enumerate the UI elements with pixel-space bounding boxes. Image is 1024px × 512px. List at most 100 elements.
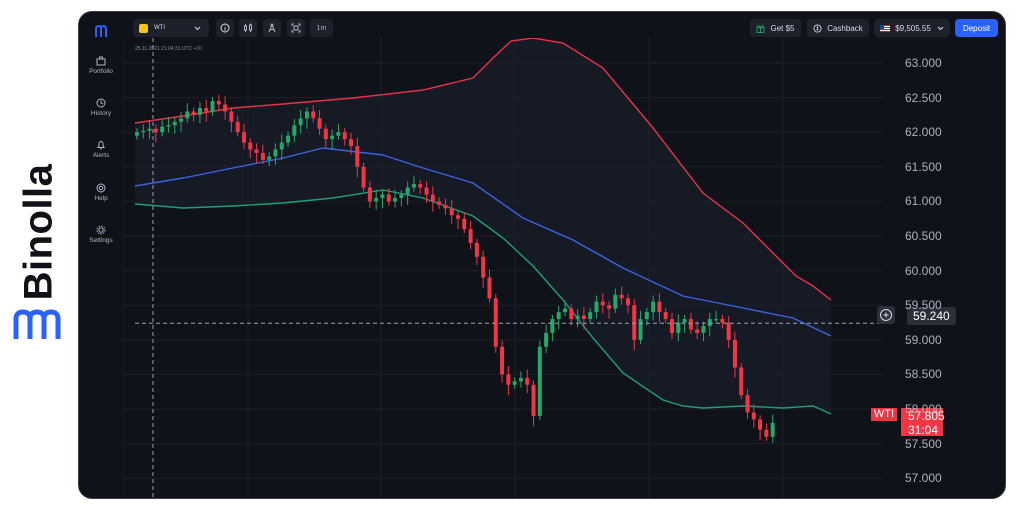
timeframe-selector[interactable]: 1m [310,19,333,37]
candle-body [745,395,750,413]
candle-body [254,149,259,153]
candles-icon [244,23,252,32]
candle-body [411,184,416,188]
candle-body [367,187,372,202]
candle-body [279,142,284,150]
candle-body [229,111,234,122]
cashback-button[interactable]: Cashback [807,19,869,37]
candle-body [625,298,630,306]
candle-body [688,319,693,330]
gear-icon [96,225,106,235]
candle-body [147,128,152,131]
candle-body [657,301,662,313]
sidebar-item-label: Settings [89,237,113,244]
info-button[interactable] [216,19,234,37]
app-window: Portfolio History Alerts Help Settings W… [78,11,1006,499]
candle-body [588,312,593,320]
price-tick-label: 62.500 [905,90,942,105]
candle-body [607,305,612,309]
candle-body [317,118,322,129]
price-tick-label: 61.000 [905,194,942,209]
briefcase-icon [96,56,106,66]
lower-band-line [134,189,832,415]
asset-selector[interactable]: WTI [133,19,209,37]
candle-body [695,329,700,333]
candle-body [487,277,492,299]
price-tick-label: 62.000 [905,125,942,140]
candle-body [135,132,139,136]
candle-body [676,322,681,333]
candle-body [273,149,278,157]
candle-body [581,315,586,320]
candle-body [424,187,429,195]
candle-body [185,111,190,119]
candle-body [393,197,398,202]
fullscreen-button[interactable] [287,19,305,37]
balance-value: $9,505.55 [895,23,931,33]
band-fill [135,38,831,414]
get-bonus-button[interactable]: Get $5 [750,19,801,37]
crosshair-price-label: 59.240 [907,307,956,325]
upper-band-line [134,38,832,301]
brand-strip: Binolla [0,0,78,512]
price-chart[interactable] [123,38,883,499]
candle-body [594,301,599,313]
sidebar-item-portfolio[interactable]: Portfolio [79,56,123,75]
drawing-tools-button[interactable] [263,19,281,37]
sidebar-item-history[interactable]: History [79,98,123,117]
deposit-button[interactable]: Deposit [955,19,998,37]
gift-icon [756,24,765,33]
brand-wordmark: Binolla [16,163,61,301]
candle-body [418,184,423,188]
candle-body [141,130,146,133]
sidebar-item-label: Help [94,195,108,202]
candle-body [531,384,536,416]
candle-body [355,146,360,167]
balance-selector[interactable]: $9,505.55 [874,19,950,37]
candle-body [569,308,574,320]
candle-body [663,312,668,320]
sidebar: Portfolio History Alerts Help Settings [79,12,123,498]
indicators-button[interactable] [239,19,257,37]
candle-body [651,301,656,313]
cashback-label: Cashback [827,23,863,33]
sidebar-item-settings[interactable]: Settings [79,225,123,244]
candle-body [468,229,473,243]
asset-icon [139,23,148,33]
candle-body [525,377,530,385]
candle-body [179,118,184,122]
candle-body [248,142,253,150]
candle-body [456,215,460,219]
sidebar-item-label: History [90,110,112,117]
add-alert-button[interactable] [877,306,895,324]
candle-body [638,319,643,340]
candle-body [260,152,265,160]
candle-body [506,374,511,385]
price-tick-label: 60.000 [905,263,942,278]
price-axis[interactable]: 59.240 WTI 57.805 31:04 63.000 62.500 62.0… [871,38,1005,498]
candle-body [223,104,228,112]
cashback-icon [813,23,822,33]
candle-body [323,128,328,140]
candle-body [399,194,404,198]
timeframe-label: 1m [316,24,327,32]
candle-body [380,194,385,198]
price-tick-label: 59.000 [905,332,942,347]
price-tick-label: 58.000 [905,402,942,416]
app-logo-icon[interactable] [95,24,107,38]
asset-price-tag: WTI [871,408,897,421]
price-tick-label: 61.500 [905,159,942,174]
sidebar-item-help[interactable]: Help [79,183,123,202]
candle-body [493,298,498,347]
candle-body [197,107,202,115]
sidebar-item-alerts[interactable]: Alerts [79,140,123,159]
binolla-logo-icon [13,309,61,339]
candle-body [166,125,171,127]
candle-body [682,319,687,323]
chevron-down-icon [194,26,201,30]
candle-body [292,125,297,136]
current-price: 57.805 [908,409,945,423]
candle-body [474,242,479,257]
candle-body [644,312,649,320]
lifebuoy-icon [96,183,106,193]
